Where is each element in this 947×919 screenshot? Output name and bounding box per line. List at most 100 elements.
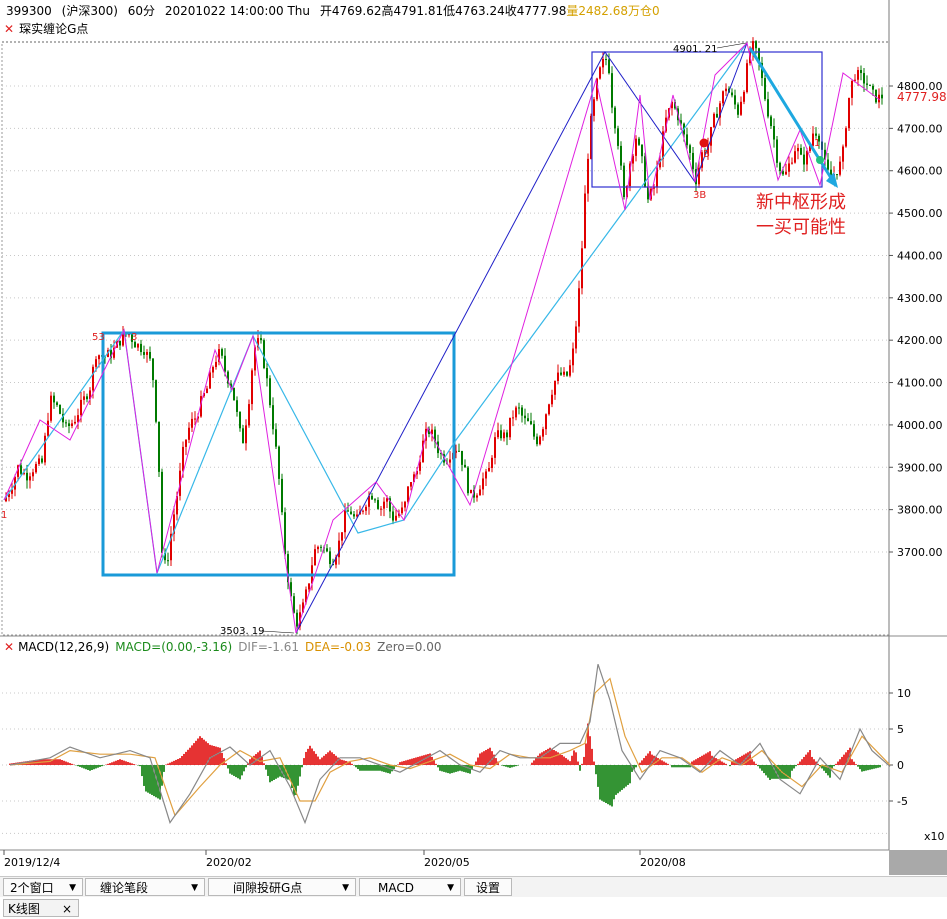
- candle-body: [230, 383, 232, 388]
- macd-y-tick-label: 5: [897, 723, 904, 736]
- candle-body: [365, 506, 367, 511]
- candle-body: [5, 497, 7, 502]
- candle-body: [35, 464, 37, 473]
- candle-body: [758, 48, 760, 63]
- candle-body: [419, 462, 421, 471]
- candle-body: [89, 390, 91, 400]
- candle-body: [566, 371, 568, 376]
- candle-body: [857, 70, 859, 80]
- y-tick-label: 4100.00: [897, 377, 943, 390]
- axis-corner-block: [889, 850, 947, 875]
- candle-body: [572, 348, 574, 366]
- candle-body: [239, 411, 241, 429]
- candle-body: [395, 515, 397, 521]
- candle-body: [803, 154, 805, 165]
- candle-body: [320, 546, 322, 548]
- y-tick-label: 4500.00: [897, 207, 943, 220]
- candle-body: [428, 428, 430, 435]
- header-open: 开4769.62: [319, 4, 382, 18]
- pen-line-magenta: [3, 42, 881, 634]
- candle-body: [8, 493, 10, 498]
- candle-body: [863, 73, 865, 84]
- pen-select[interactable]: 缠论笔段 ▼: [85, 878, 205, 896]
- chevron-down-icon: ▼: [447, 883, 454, 893]
- candle-body: [662, 131, 664, 159]
- candle-body: [11, 489, 13, 494]
- candle-body: [113, 347, 115, 358]
- x-tick-label: 2020/05: [424, 856, 470, 869]
- y-tick-label: 3900.00: [897, 461, 943, 474]
- candle-body: [389, 498, 391, 512]
- macd-select[interactable]: MACD ▼: [359, 878, 461, 896]
- close-icon[interactable]: ×: [61, 902, 72, 916]
- macd-histogram: [9, 723, 881, 807]
- candle-body: [740, 101, 742, 115]
- candle-body: [506, 432, 508, 438]
- candle-body: [215, 361, 217, 368]
- candle-body: [14, 476, 16, 490]
- candle-body: [71, 423, 73, 427]
- candle-body: [743, 92, 745, 102]
- candle-body: [542, 429, 544, 437]
- candle-body: [788, 163, 790, 172]
- candle-body: [293, 596, 295, 613]
- candle-body: [26, 472, 28, 481]
- close-x-icon[interactable]: ✕: [4, 640, 15, 654]
- close-x-icon[interactable]: ✕: [4, 22, 15, 36]
- candle-body: [746, 63, 748, 93]
- candle-body: [146, 351, 148, 355]
- candle-body: [779, 162, 781, 172]
- chevron-down-icon: ▼: [342, 883, 349, 893]
- candle-body: [692, 152, 694, 170]
- candle-body: [563, 371, 565, 375]
- tab-bar: K线图 ×: [0, 897, 947, 919]
- candle-body: [38, 458, 40, 465]
- candle-body: [737, 104, 739, 115]
- candle-body: [407, 486, 409, 502]
- candle-body: [335, 557, 337, 565]
- candle-body: [398, 513, 400, 516]
- candle-body: [434, 429, 436, 442]
- candle-body: [281, 478, 283, 513]
- candle-body: [485, 471, 487, 479]
- candle-body: [308, 583, 310, 590]
- candle-body: [830, 169, 832, 178]
- candle-body: [65, 422, 67, 424]
- header-name: (沪深300): [61, 4, 118, 18]
- bottom-toolbar: 2个窗口 ▼ 缠论笔段 ▼ 间隙投研G点 ▼ MACD ▼ 设置: [0, 876, 947, 897]
- candle-body: [275, 429, 277, 447]
- candle-body: [818, 135, 820, 142]
- candle-body: [410, 482, 412, 487]
- candle-body: [344, 510, 346, 533]
- candle-body: [806, 151, 808, 165]
- chart-canvas: 4800.00 4700.00 4600.00 4500.00 4400.00 4300.…: [0, 0, 947, 875]
- candle-body: [272, 405, 274, 430]
- candle-body: [605, 59, 607, 61]
- candle-body: [176, 495, 178, 515]
- candle-body: [476, 495, 478, 498]
- windows-select-label: 2个窗口: [10, 881, 54, 895]
- candle-body: [755, 41, 757, 49]
- candle-body: [770, 116, 772, 127]
- buy-point-dot: [699, 138, 709, 148]
- candle-body: [383, 501, 385, 509]
- windows-select[interactable]: 2个窗口 ▼: [3, 878, 83, 896]
- candle-body: [50, 395, 52, 421]
- candle-body: [173, 514, 175, 534]
- candle-body: [866, 83, 868, 85]
- candle-body: [296, 612, 298, 627]
- y-tick-label: 4600.00: [897, 165, 943, 178]
- candle-body: [644, 156, 646, 187]
- tab-kline[interactable]: K线图 ×: [3, 899, 79, 917]
- candle-body: [74, 421, 76, 424]
- candle-body: [140, 343, 142, 353]
- candle-body: [623, 165, 625, 198]
- settings-button[interactable]: 设置: [464, 878, 512, 896]
- low-label-leader: [261, 630, 295, 634]
- gpoint-select[interactable]: 间隙投研G点 ▼: [208, 878, 356, 896]
- candle-body: [269, 378, 271, 406]
- y-tick-label: 3800.00: [897, 504, 943, 517]
- y-tick-label: 4300.00: [897, 292, 943, 305]
- candle-body: [155, 380, 157, 422]
- header-low: 低4763.24: [443, 4, 505, 18]
